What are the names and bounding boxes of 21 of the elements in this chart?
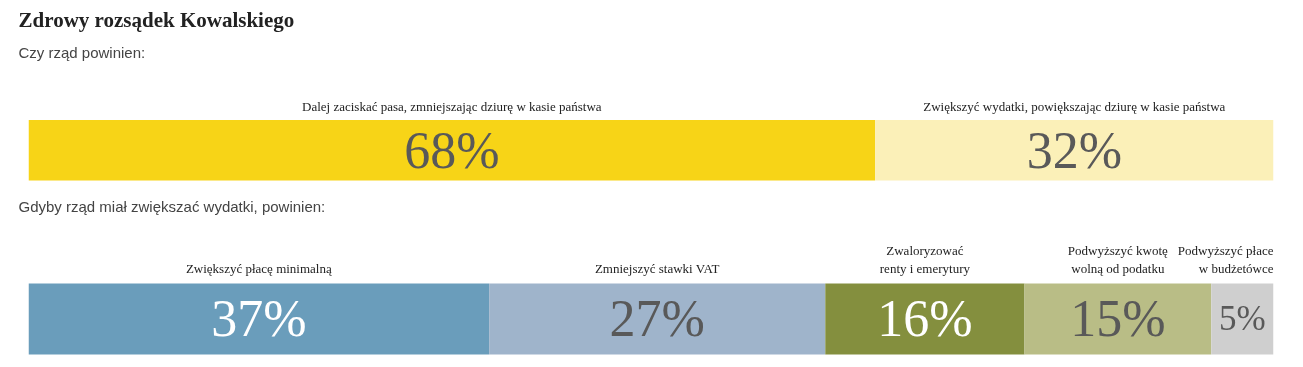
series-label: Zwaloryzować renty i emerytury — [879, 242, 971, 277]
bar — [28, 283, 490, 355]
series-label: Dalej zaciskać pasa, zmniejszając dziurę w kasie państwa — [302, 98, 602, 114]
series-label: Podwyższyć płace w budżetówce — [1177, 242, 1274, 277]
data-label: 68% — [404, 121, 500, 179]
data-label: 16% — [877, 290, 973, 348]
bar — [1024, 283, 1212, 355]
bar — [489, 283, 826, 355]
data-label: 27% — [609, 290, 705, 348]
series-label: Zwiększyć płacę minimalną — [185, 261, 332, 277]
data-label: 5% — [1219, 299, 1266, 339]
series-label: Zwiększyć wydatki, powiększając dziurę w kasie państwa — [923, 98, 1226, 114]
bar — [825, 283, 1025, 355]
chart-title: Zdrowy rozsądek Kowalskiego — [18, 7, 295, 32]
data-label: 32% — [1026, 121, 1122, 179]
chart-subtitle: Czy rząd powinien: — [18, 43, 146, 61]
series-label: Podwyższyć kwotę wolną od podatku — [1067, 242, 1169, 277]
data-label: 37% — [211, 290, 307, 348]
data-label: 15% — [1070, 290, 1166, 348]
chart-subtitle: Gdyby rząd miał zwiększać wydatki, powinien: — [18, 197, 326, 215]
series-label: Zmniejszyć stawki VAT — [594, 261, 720, 277]
